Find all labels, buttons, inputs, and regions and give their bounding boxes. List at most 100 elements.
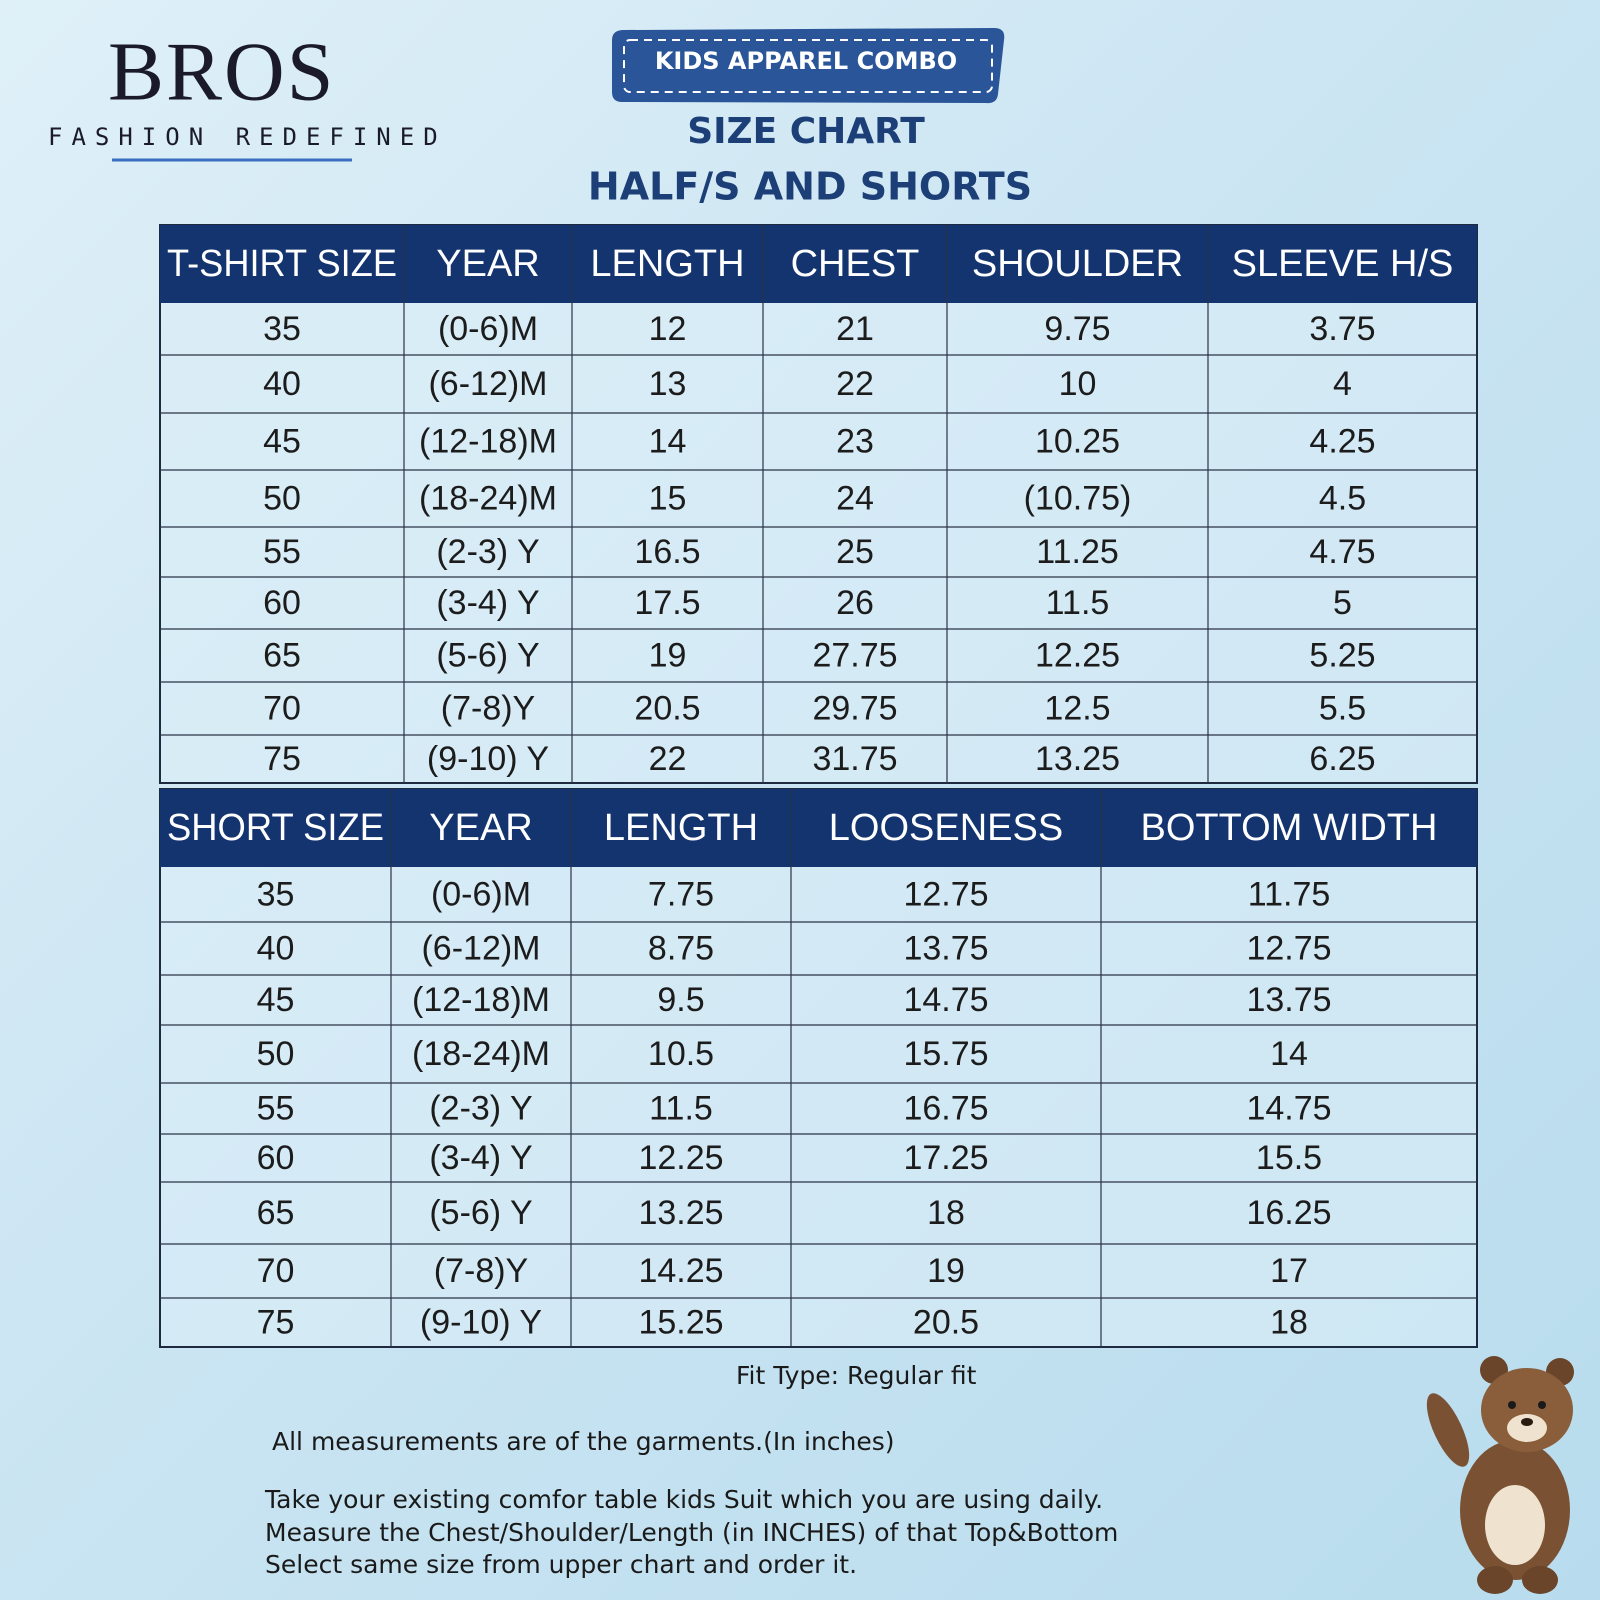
table-cell: (18-24)M — [412, 1035, 550, 1073]
table-cell: 14.75 — [1246, 1089, 1331, 1127]
table-cell: 50 — [257, 1035, 295, 1073]
column-header: SHOULDER — [972, 243, 1183, 285]
table-cell: 25 — [836, 533, 874, 571]
table-cell: 27.75 — [812, 636, 897, 674]
table-cell: (12-18)M — [412, 981, 550, 1019]
table-cell: 5 — [1333, 584, 1352, 622]
table-cell: 20.5 — [634, 689, 700, 727]
table-cell: 31.75 — [812, 740, 897, 778]
title: SIZE CHART — [687, 111, 925, 152]
table-cell: 9.5 — [657, 981, 704, 1019]
table-cell: 12.75 — [903, 875, 988, 913]
table-cell: 13.75 — [903, 929, 988, 967]
table-cell: 20.5 — [913, 1303, 979, 1341]
table-cell: 13 — [649, 365, 687, 403]
table-header — [160, 225, 1477, 303]
table-cell: 4 — [1333, 365, 1352, 403]
table-cell: 17.25 — [903, 1139, 988, 1177]
table-cell: (2-3) Y — [436, 533, 539, 571]
table-cell: 7.75 — [648, 875, 714, 913]
measurement-note: All measurements are of the garments.(In… — [272, 1427, 895, 1456]
table-cell: 6.25 — [1309, 740, 1375, 778]
fit-note: Fit Type: Regular fit — [736, 1361, 977, 1390]
table-cell: 40 — [263, 365, 301, 403]
column-header: CHEST — [791, 243, 920, 285]
bear-illustration — [1426, 1356, 1574, 1594]
table-cell: 9.75 — [1044, 310, 1110, 348]
table-cell: 26 — [836, 584, 874, 622]
table-cell: 16.25 — [1246, 1194, 1331, 1232]
table-cell: 14 — [649, 422, 687, 460]
table-cell: 65 — [257, 1194, 295, 1232]
tagline: FASHION REDEFINED — [48, 123, 447, 151]
table-cell: 13.25 — [638, 1194, 723, 1232]
table-cell: 45 — [257, 981, 295, 1019]
table-cell: 22 — [836, 365, 874, 403]
table-cell: 19 — [649, 636, 687, 674]
tables: T-SHIRT SIZE YEAR LENGTH CHEST SHOULDER SLEEV… — [159, 224, 1478, 1348]
table-cell: 13.25 — [1035, 740, 1120, 778]
column-header: SHORT SIZE — [167, 807, 384, 849]
table-cell: (3-4) Y — [436, 584, 539, 622]
table-cell: 10.25 — [1035, 422, 1120, 460]
table-cell: (9-10) Y — [420, 1303, 542, 1341]
table-cell: 12 — [649, 310, 687, 348]
table-cell: 23 — [836, 422, 874, 460]
table-cell: 22 — [649, 740, 687, 778]
table-cell: (0-6)M — [431, 875, 531, 913]
subtitle: HALF/S AND SHORTS — [588, 165, 1032, 209]
table-cell: 14.75 — [903, 981, 988, 1019]
column-header: SLEEVE H/S — [1232, 243, 1454, 285]
table-cell: 14 — [1270, 1035, 1308, 1073]
table-cell: 75 — [257, 1303, 295, 1341]
table-cell: (3-4) Y — [429, 1139, 532, 1177]
table-cell: 65 — [263, 636, 301, 674]
table-cell: 70 — [263, 689, 301, 727]
table-cell: 10 — [1059, 365, 1097, 403]
table-cell: 24 — [836, 479, 874, 517]
badge-shape — [612, 28, 1005, 104]
table-cell: (6-12)M — [421, 929, 540, 967]
column-header: YEAR — [429, 807, 532, 849]
table-cell: (9-10) Y — [427, 740, 549, 778]
table-cell: 3.75 — [1309, 310, 1375, 348]
table-cell: 60 — [263, 584, 301, 622]
table-cell: 4.25 — [1309, 422, 1375, 460]
badge-stitch — [623, 39, 993, 93]
table-cell: (5-6) Y — [436, 636, 539, 674]
table-cell: 17 — [1270, 1252, 1308, 1290]
table-cell: 5.25 — [1309, 636, 1375, 674]
table-cell: 12.75 — [1246, 929, 1331, 967]
table-cell: 40 — [257, 929, 295, 967]
table-cell: 11.75 — [1248, 875, 1331, 913]
column-header: LENGTH — [604, 807, 758, 849]
table-cell: 19 — [927, 1252, 965, 1290]
table-cell: 14.25 — [638, 1252, 723, 1290]
table-cell: 12.25 — [1035, 636, 1120, 674]
table-cell: 11.5 — [649, 1089, 713, 1127]
table-cell: 45 — [263, 422, 301, 460]
instruction: Take your existing comfor table kids Sui… — [264, 1485, 1103, 1514]
table-cell: 29.75 — [812, 689, 897, 727]
table-cell: 55 — [257, 1089, 295, 1127]
table-cell: 8.75 — [648, 929, 714, 967]
table-header — [160, 789, 1477, 867]
column-header: T-SHIRT SIZE — [167, 243, 397, 285]
badge: KIDS APPAREL COMBO — [612, 28, 1005, 104]
table-cell: 18 — [1270, 1303, 1308, 1341]
instruction: Measure the Chest/Shoulder/Length (in IN… — [265, 1518, 1118, 1547]
table-cell: 13.75 — [1246, 981, 1331, 1019]
table-cell: (5-6) Y — [429, 1194, 532, 1232]
table-cell: (6-12)M — [428, 365, 547, 403]
table-cell: 17.5 — [634, 584, 700, 622]
table-cell: 35 — [263, 310, 301, 348]
table-cell: 75 — [263, 740, 301, 778]
table-cell: 4.75 — [1309, 533, 1375, 571]
table-cell: (18-24)M — [419, 479, 557, 517]
table-body — [159, 788, 1478, 1348]
table-cell: 11.25 — [1036, 533, 1119, 571]
table-cell: 35 — [257, 875, 295, 913]
column-header: YEAR — [436, 243, 539, 285]
